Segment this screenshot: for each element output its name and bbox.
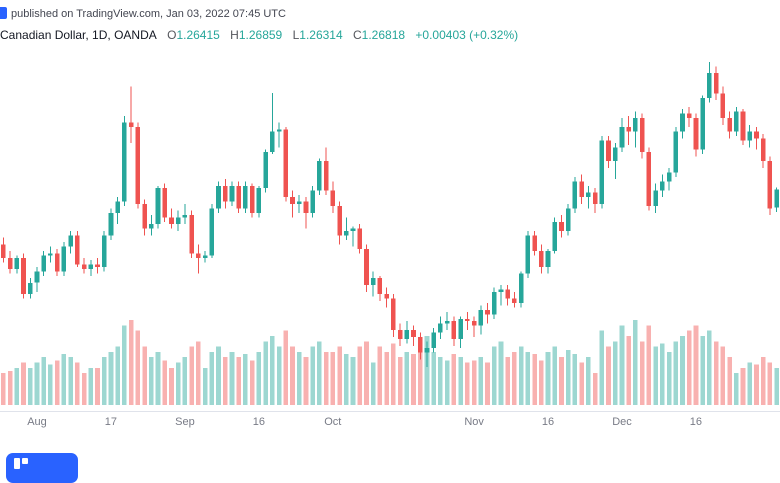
x-axis-label: Nov [464, 416, 484, 428]
x-axis-label: Oct [324, 416, 341, 428]
ohlc-close-value: 1.26818 [361, 28, 406, 42]
x-axis-label: 17 [105, 416, 117, 428]
symbol-info-bar: Canadian Dollar, 1D, OANDA O1.26415 H1.2… [0, 28, 525, 42]
ohlc-open-label: O [167, 28, 177, 42]
attribution-text: published on TradingView.com, Jan 03, 20… [11, 8, 286, 20]
x-axis-label: 16 [690, 416, 702, 428]
ohlc-low-label: L [292, 28, 300, 42]
volume-series [1, 320, 779, 406]
tradingview-link-icon [0, 7, 7, 19]
x-axis-label: Aug [27, 416, 47, 428]
change-value: +0.00403 (+0.32%) [415, 28, 519, 42]
x-axis-label: Dec [612, 416, 632, 428]
ohlc-high-label: H [230, 28, 239, 42]
x-axis-label: Sep [175, 416, 195, 428]
tradingview-badge[interactable] [6, 453, 78, 483]
x-axis-label: 16 [542, 416, 554, 428]
ohlc-low-value: 1.26314 [299, 28, 343, 42]
tradingview-logo-icon [14, 458, 38, 471]
ohlc-high-value: 1.26859 [238, 28, 283, 42]
ohlc-close: C1.26818 [353, 28, 405, 42]
candlestick-series [1, 62, 779, 368]
symbol-title: Canadian Dollar, 1D, OANDA [0, 28, 157, 42]
ohlc-low: L1.26314 [293, 28, 343, 42]
ohlc-open-value: 1.26415 [176, 28, 220, 42]
ohlc-close-label: C [353, 28, 362, 42]
ohlc-high: H1.26859 [230, 28, 282, 42]
price-chart[interactable]: Aug 17 Sep 16 Oct Nov 16 Dec 16 [0, 0, 780, 470]
x-axis-label: 16 [253, 416, 265, 428]
ohlc-open: O1.26415 [167, 28, 220, 42]
